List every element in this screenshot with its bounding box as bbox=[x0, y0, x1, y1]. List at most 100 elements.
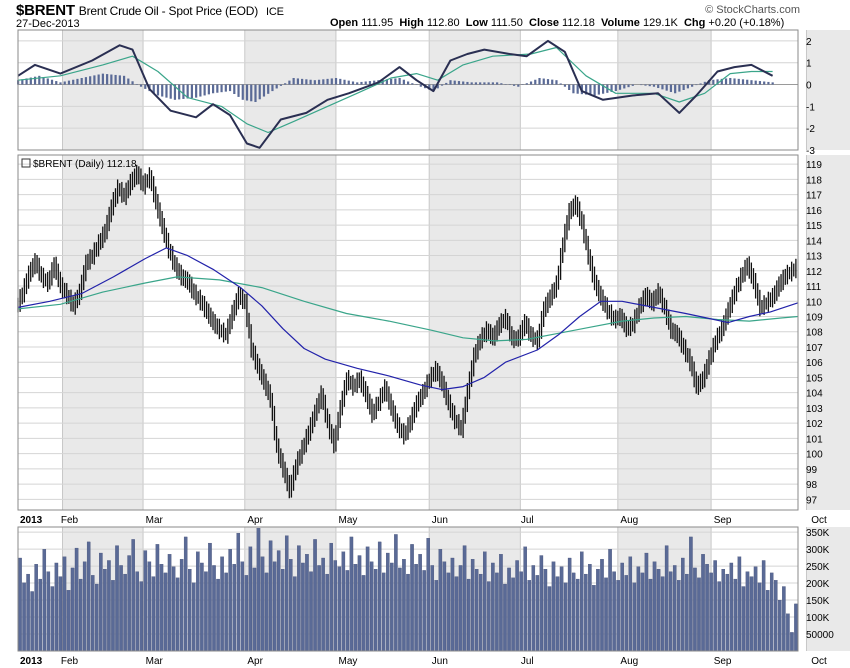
histogram-bar bbox=[648, 84, 651, 87]
volume-bar bbox=[18, 557, 22, 652]
histogram-bar bbox=[296, 78, 299, 85]
histogram-bar bbox=[127, 78, 130, 85]
volume-bar bbox=[38, 578, 42, 652]
volume-bar bbox=[567, 557, 572, 652]
volume-bar bbox=[66, 590, 71, 652]
histogram-bar bbox=[474, 82, 478, 85]
histogram-bar bbox=[326, 78, 329, 85]
volume-bar bbox=[535, 575, 540, 652]
histogram-bar bbox=[585, 84, 588, 95]
histogram-bar bbox=[245, 84, 249, 101]
price-tick-label: 98 bbox=[806, 480, 818, 491]
volume-bar bbox=[58, 576, 63, 652]
volume-bar bbox=[155, 544, 160, 652]
volume-bar bbox=[733, 578, 738, 652]
histogram-bar bbox=[351, 81, 355, 85]
price-tick-label: 113 bbox=[806, 252, 822, 263]
histogram-bar bbox=[763, 81, 766, 85]
x-tick-label: Aug bbox=[620, 515, 638, 526]
histogram-bar bbox=[50, 79, 54, 85]
histogram-bar bbox=[195, 84, 198, 98]
volume-bar bbox=[349, 536, 354, 652]
price-tick-label: 107 bbox=[806, 343, 823, 354]
histogram-bar bbox=[55, 81, 58, 85]
histogram-bar bbox=[627, 84, 630, 88]
oscillator-tick-label: -1 bbox=[806, 102, 815, 113]
oscillator-border bbox=[17, 29, 799, 151]
histogram-bar bbox=[695, 84, 698, 86]
histogram-bar bbox=[483, 82, 486, 85]
volume-bar bbox=[398, 567, 402, 652]
volume-bar bbox=[487, 581, 491, 652]
volume-bar bbox=[220, 556, 224, 652]
volume-bar bbox=[672, 565, 677, 652]
volume-bar bbox=[616, 580, 620, 652]
histogram-bar bbox=[720, 78, 723, 85]
histogram-bar bbox=[703, 81, 706, 85]
oscillator-month-band bbox=[62, 30, 144, 150]
volume-bar bbox=[232, 564, 236, 652]
volume-bar bbox=[656, 569, 661, 652]
x-tick-label: Oct bbox=[811, 656, 827, 667]
oscillator-month-band bbox=[806, 30, 850, 150]
histogram-bar bbox=[750, 80, 753, 85]
volume-bar bbox=[82, 561, 87, 652]
oscillator-tick-label: 2 bbox=[806, 37, 812, 48]
volume-bar bbox=[660, 576, 665, 652]
volume-bar bbox=[240, 561, 245, 652]
volume-bar bbox=[62, 556, 67, 652]
histogram-bar bbox=[563, 84, 567, 87]
volume-bar bbox=[636, 566, 641, 652]
volume-bar bbox=[794, 603, 798, 652]
volume-bar bbox=[373, 569, 378, 652]
histogram-bar bbox=[462, 81, 465, 85]
price-month-band bbox=[62, 155, 144, 510]
volume-bar bbox=[442, 561, 447, 652]
histogram-bar bbox=[156, 84, 160, 96]
volume-bar bbox=[717, 581, 721, 652]
histogram-bar bbox=[729, 78, 732, 85]
histogram-bar bbox=[618, 84, 622, 90]
histogram-bar bbox=[224, 84, 227, 92]
price-tick-label: 101 bbox=[806, 434, 823, 445]
volume-bar bbox=[301, 562, 305, 652]
histogram-bar bbox=[169, 84, 172, 99]
histogram-bar bbox=[572, 84, 575, 94]
price-tick-label: 112 bbox=[806, 267, 822, 278]
volume-bar bbox=[620, 562, 624, 652]
volume-bar bbox=[115, 545, 119, 652]
histogram-bar bbox=[313, 80, 316, 85]
volume-bar bbox=[769, 572, 774, 652]
histogram-bar bbox=[284, 83, 287, 85]
histogram-bar bbox=[568, 84, 571, 90]
histogram-bar bbox=[220, 84, 223, 93]
volume-bar bbox=[381, 572, 386, 652]
histogram-bar bbox=[190, 84, 194, 99]
volume-bar bbox=[187, 569, 192, 652]
volume-bar bbox=[268, 540, 273, 652]
price-tick-label: 103 bbox=[806, 404, 823, 415]
volume-bar bbox=[774, 580, 778, 652]
volume-bar bbox=[523, 546, 527, 652]
histogram-bar bbox=[152, 84, 155, 94]
moving-average-long bbox=[17, 276, 799, 342]
price-month-band bbox=[617, 155, 712, 510]
histogram-bar bbox=[262, 84, 266, 97]
volume-bar bbox=[709, 572, 713, 652]
symbol-title: $BRENT Brent Crude Oil - Spot Price (EOD… bbox=[16, 2, 284, 19]
oscillator-tick-label: 1 bbox=[806, 59, 812, 70]
volume-bar bbox=[652, 561, 657, 652]
volume-bar bbox=[244, 575, 249, 652]
volume-bar bbox=[406, 573, 410, 652]
volume-bar bbox=[204, 571, 208, 652]
volume-bar bbox=[592, 585, 596, 652]
histogram-bar bbox=[576, 84, 579, 94]
price-tick-label: 97 bbox=[806, 495, 818, 506]
price-tick-label: 109 bbox=[806, 313, 823, 324]
volume-bar bbox=[74, 547, 79, 652]
open-value: 111.95 bbox=[361, 17, 394, 29]
volume-bar bbox=[507, 567, 511, 652]
low-label: Low bbox=[465, 17, 488, 29]
histogram-bar bbox=[737, 78, 740, 85]
